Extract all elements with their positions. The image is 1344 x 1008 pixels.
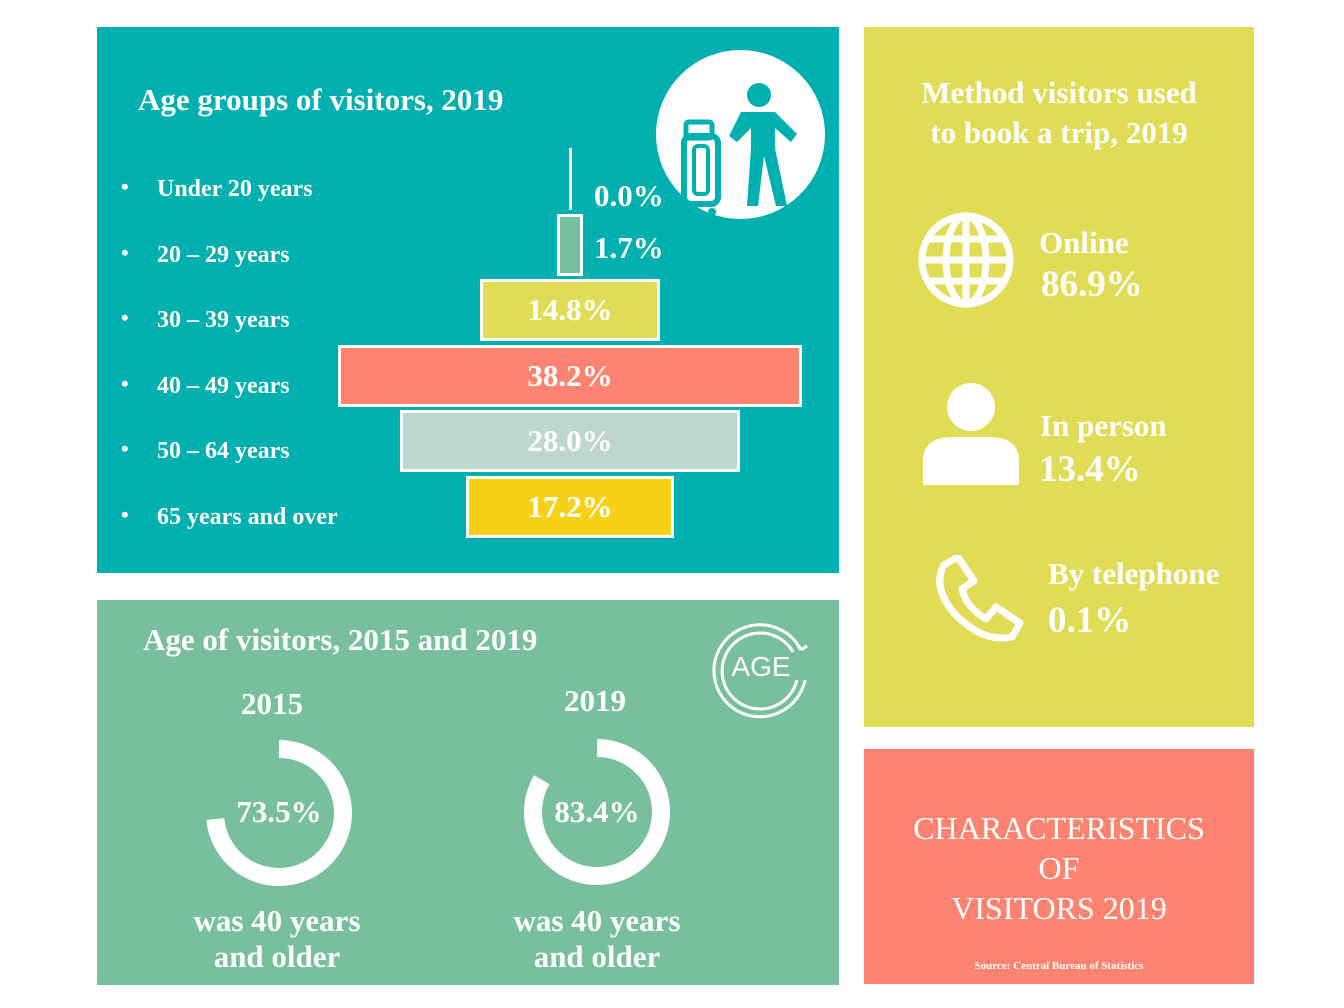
telephone-value: 0.1% [1048,600,1132,641]
booking-method-panel: Method visitors used to book a trip, 201… [864,27,1254,727]
in-person-value: 13.4% [1039,449,1141,490]
bar-value-label: 14.8% [527,292,613,327]
bullet: • [121,174,129,199]
online-value: 86.9% [1041,264,1143,305]
age-compare-title: Age of visitors, 2015 and 2019 [143,622,538,657]
booking-title-line: to book a trip, 2019 [930,115,1188,150]
donut-arc-2019 [524,739,670,885]
bullet: • [121,371,129,396]
bar [556,214,584,276]
bar-value-label: 0.0% [594,178,664,213]
bar-value-label: 28.0% [527,423,613,458]
bullet: • [121,502,129,527]
globe-icon [917,211,1015,314]
banner-title: CHARACTERISTICS OF VISITORS 2019 [864,808,1254,928]
banner-line: CHARACTERISTICS [913,810,1205,846]
bullet: • [121,240,129,265]
age-cycle-icon: AGE [705,610,817,722]
booking-title-line: Method visitors used [921,75,1197,110]
caption-2015: was 40 years and older [157,903,397,975]
donut-charts [206,739,670,886]
age-compare-panel: Age of visitors, 2015 and 2019 AGE 2015 … [97,600,839,985]
caption-2019: was 40 years and older [477,903,717,975]
caption-line: and older [533,939,661,974]
caption-line: was 40 years [513,903,681,938]
person-icon [923,383,1019,492]
age-group-label: 50 – 64 years [157,438,290,464]
bar: 14.8% [480,279,660,341]
age-groups-title: Age groups of visitors, 2019 [138,82,504,117]
bullet: • [121,305,129,330]
year-2015: 2015 [241,686,303,721]
age-group-label: 20 – 29 years [157,242,290,268]
booking-title: Method visitors used to book a trip, 201… [864,73,1254,153]
age-group-label: 40 – 49 years [157,373,290,399]
year-2019: 2019 [564,683,626,718]
source-note: Source: Central Bureau of Statistics [974,960,1144,972]
donut-value-2015: 73.5% [236,794,322,829]
age-group-label: Under 20 years [157,176,313,202]
age-group-label: 30 – 39 years [157,307,290,333]
telephone-icon [936,553,1028,650]
donut-arc-2015 [206,740,352,886]
age-group-label: 65 years and over [157,504,338,530]
traveler-with-luggage-icon [656,50,825,219]
in-person-label: In person [1040,408,1167,443]
title-banner: CHARACTERISTICS OF VISITORS 2019 Source:… [864,749,1254,984]
bar: 17.2% [465,476,675,538]
telephone-label: By telephone [1048,556,1220,591]
bar-value-label: 38.2% [527,358,613,393]
caption-line: was 40 years [193,903,361,938]
bar-value-label: 1.7% [594,230,664,265]
bar: 38.2% [337,345,803,407]
online-label: Online [1039,225,1129,260]
caption-line: and older [213,939,341,974]
banner-line: VISITORS 2019 [951,890,1167,926]
age-groups-panel: Age groups of visitors, 2019 • Under 20 y… [97,27,839,573]
bar-value-label: 17.2% [527,489,613,524]
donut-value-2019: 83.4% [554,794,640,829]
bar: 28.0% [399,410,741,472]
banner-line: OF [1038,850,1080,886]
bullet: • [121,436,129,461]
bar [568,148,572,210]
svg-text:AGE: AGE [731,651,790,682]
